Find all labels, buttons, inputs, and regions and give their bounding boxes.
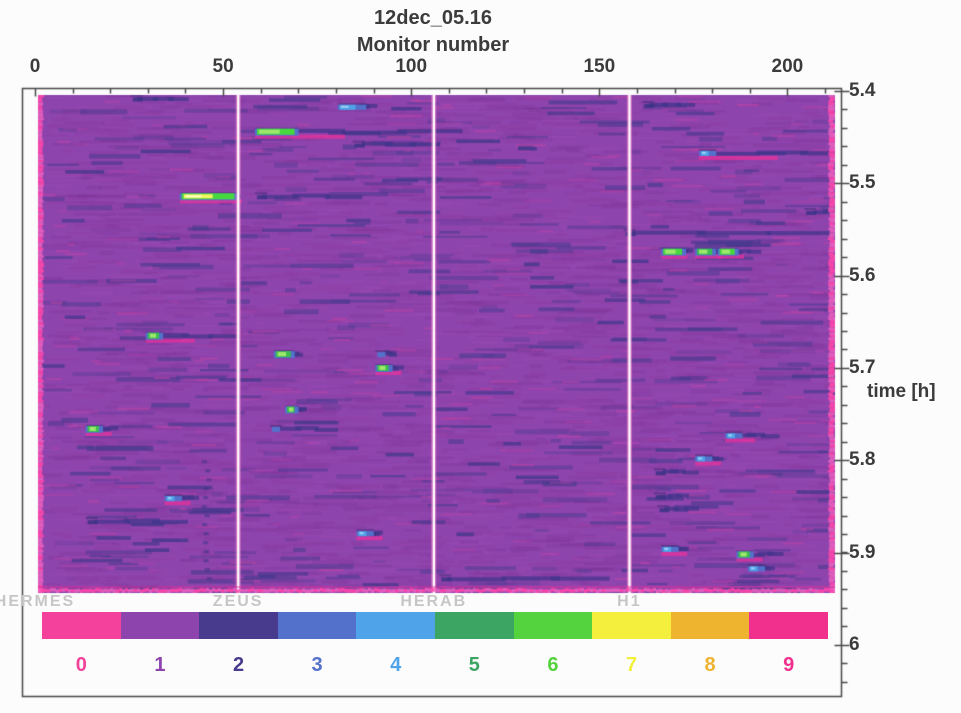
section-label-hermes: HERMES xyxy=(0,593,76,610)
colorbar-value-label: 6 xyxy=(547,654,559,676)
colorbar-value-label: 9 xyxy=(783,654,795,676)
x-tick-label: 100 xyxy=(395,56,428,77)
x-tick-label: 50 xyxy=(212,56,234,77)
y-tick-label: 5.8 xyxy=(849,449,876,471)
x-tick-label: 150 xyxy=(583,56,616,77)
x-tick-label: 200 xyxy=(771,56,804,77)
colorbar-value-label: 8 xyxy=(704,654,716,676)
colorbar-value-label: 0 xyxy=(75,654,87,676)
section-label-zeus: ZEUS xyxy=(212,593,264,610)
colorbar-value-label: 5 xyxy=(468,654,480,676)
colorbar-swatch-3 xyxy=(277,612,357,639)
colorbar-value-label: 7 xyxy=(625,654,638,676)
colorbar-swatch-1 xyxy=(120,612,200,639)
colorbar-value-label: 1 xyxy=(154,654,166,676)
y-tick-label: 5.5 xyxy=(849,172,876,194)
colorbar-swatch-6 xyxy=(513,612,593,639)
chart-title: 12dec_05.16 xyxy=(374,7,492,29)
x-axis-label: Monitor number xyxy=(356,34,510,56)
section-label-h1: H1 xyxy=(617,593,642,610)
colorbar xyxy=(42,612,828,639)
y-tick-label: 5.6 xyxy=(849,264,876,286)
colorbar-swatch-4 xyxy=(356,612,435,639)
colorbar-swatch-0 xyxy=(42,612,121,639)
colorbar-swatch-9 xyxy=(749,612,828,639)
colorbar-swatch-5 xyxy=(434,612,514,639)
y-tick-label: 5.4 xyxy=(849,80,876,101)
colorbar-swatch-8 xyxy=(670,612,750,639)
y-tick-label: 6 xyxy=(849,633,860,655)
x-tick-label: 0 xyxy=(29,56,41,77)
y-axis-label: time [h] xyxy=(867,381,936,402)
colorbar-swatch-2 xyxy=(199,612,278,639)
colorbar-swatch-7 xyxy=(592,612,671,639)
colorbar-value-label: 3 xyxy=(311,654,323,676)
colorbar-value-label: 2 xyxy=(232,654,245,676)
y-tick-label: 5.7 xyxy=(849,356,876,378)
section-label-herab: HERAB xyxy=(400,593,468,610)
y-tick-label: 5.9 xyxy=(849,541,876,563)
colorbar-value-label: 4 xyxy=(390,654,402,676)
